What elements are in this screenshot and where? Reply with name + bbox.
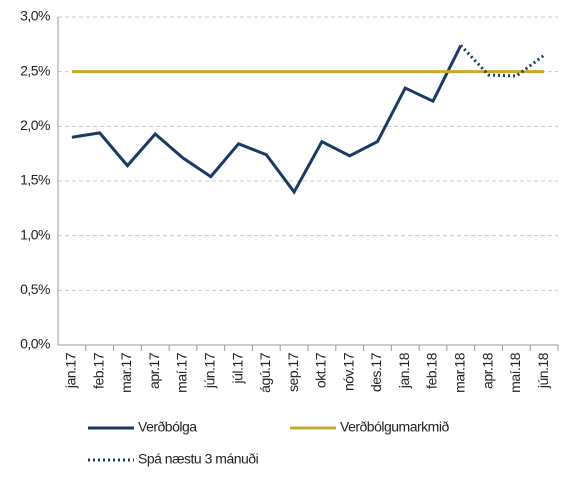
x-tick-label: feb.18 [424,352,440,389]
legend-label: Verðbólgumarkmið [340,419,449,435]
x-tick-label: jan.17 [63,352,79,389]
y-tick-label: 2,5% [20,62,50,78]
y-tick-label: 1,0% [20,226,50,242]
y-tick-label: 3,0% [20,8,50,24]
legend-label: Spá næstu 3 mánuði [138,451,259,467]
x-tick-label: apr.17 [146,352,162,389]
y-tick-label: 2,0% [20,117,50,133]
x-tick-label: des.17 [368,352,384,392]
line-series [459,44,546,78]
x-tick-label: jún.18 [535,352,551,389]
x-tick-label: jún.17 [201,352,217,389]
x-tick-label: mar.17 [118,352,134,393]
x-tick-label: ágú.17 [257,352,273,393]
legend-label: Verðbólga [138,419,197,435]
x-tick-label: maí.18 [507,352,523,393]
x-tick-label: mar.18 [451,352,467,393]
x-tick-label: maí.17 [174,352,190,393]
line-series [71,44,463,195]
x-tick-label: jan.18 [396,352,412,389]
y-tick-label: 0,0% [20,336,50,352]
x-tick-label: sep.17 [285,352,301,392]
x-tick-label: okt.17 [313,352,329,388]
x-tick-label: feb.17 [90,352,106,389]
x-tick-label: nóv.17 [340,352,356,391]
x-tick-label: júl.17 [229,352,245,384]
x-tick-label: apr.18 [479,352,495,389]
y-tick-label: 1,5% [20,172,50,188]
y-tick-label: 0,5% [20,281,50,297]
